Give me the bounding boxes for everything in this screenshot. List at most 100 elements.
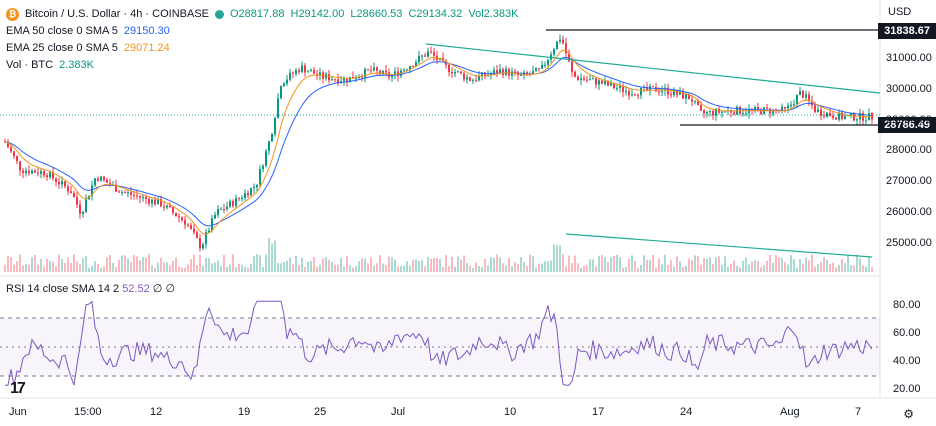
candle-body: [613, 82, 615, 89]
volume-bar: [847, 255, 849, 272]
volume-bar: [70, 262, 72, 272]
candle-body: [682, 91, 684, 99]
candle-body: [688, 94, 690, 100]
candle-body: [268, 141, 270, 151]
candle-body: [589, 79, 591, 81]
currency-label[interactable]: USD: [888, 6, 912, 18]
candle-body: [556, 41, 558, 50]
volume-bar: [604, 256, 606, 272]
volume-bar: [334, 264, 336, 272]
candle-body: [745, 113, 747, 115]
volume-bar: [409, 265, 411, 272]
volume-bar: [292, 264, 294, 272]
candle-body: [40, 171, 42, 174]
volume-bar: [670, 260, 672, 272]
volume-bar: [229, 264, 231, 272]
candle-body: [565, 43, 567, 54]
volume-bar: [616, 254, 618, 272]
volume-bar: [82, 258, 84, 272]
candle-body: [823, 115, 825, 117]
candle-body: [724, 111, 726, 113]
gear-icon[interactable]: ⚙: [903, 407, 914, 421]
volume-bar: [466, 263, 468, 272]
ema25-legend[interactable]: EMA 25 close 0 SMA 5 29071.24: [6, 40, 522, 57]
volume-bar: [868, 256, 870, 272]
candle-body: [601, 80, 603, 84]
volume-bar: [772, 262, 774, 272]
volume-bar: [88, 267, 90, 272]
ema50-legend[interactable]: EMA 50 close 0 SMA 5 29150.30: [6, 23, 522, 40]
candle-body: [619, 85, 621, 88]
candle-body: [616, 87, 618, 89]
candle-body: [520, 74, 522, 76]
volume-bar: [796, 267, 798, 272]
volume-bar: [154, 267, 156, 272]
tradingview-logo-icon[interactable]: 17: [10, 380, 26, 397]
volume-bar: [754, 260, 756, 272]
ema50-label: EMA 50 close 0 SMA 5: [6, 25, 118, 37]
candle-body: [190, 225, 192, 229]
volume-bar: [364, 258, 366, 272]
volume-bar: [184, 267, 186, 272]
volume-bar: [118, 259, 120, 272]
candle-body: [241, 198, 243, 200]
candle-body: [274, 117, 276, 135]
candle-body: [310, 70, 312, 72]
candle-body: [181, 217, 183, 221]
candle-body: [832, 115, 834, 118]
volume-bar: [787, 264, 789, 272]
candle-body: [370, 69, 372, 71]
volume-bar: [814, 266, 816, 272]
candle-body: [655, 87, 657, 92]
volume-bar: [643, 255, 645, 272]
rsi-legend[interactable]: RSI 14 close SMA 14 2 52.52 ∅ ∅: [6, 282, 175, 295]
candle-body: [301, 65, 303, 73]
volume-bar: [682, 267, 684, 272]
volume-bar: [109, 254, 111, 272]
volume-bar: [493, 257, 495, 272]
candle-body: [283, 83, 285, 87]
volume-bar: [484, 259, 486, 272]
volume-bar: [685, 265, 687, 272]
candle-body: [796, 95, 798, 105]
volume-legend[interactable]: Vol · BTC 2.383K: [6, 57, 522, 74]
volume-bar: [496, 254, 498, 272]
candle-body: [214, 214, 216, 219]
volume-bar: [250, 263, 252, 272]
candle-body: [232, 201, 234, 207]
volume-bar: [640, 265, 642, 272]
candle-body: [433, 51, 435, 56]
volume-bar: [376, 263, 378, 272]
symbol-title[interactable]: Bitcoin / U.S. Dollar · 4h · COINBASE: [25, 8, 209, 20]
volume-bar: [379, 255, 381, 272]
volume-bar: [424, 266, 426, 272]
chart-legend: ₿ Bitcoin / U.S. Dollar · 4h · COINBASE …: [6, 6, 522, 74]
volume-bar: [667, 264, 669, 272]
volume-bar: [16, 261, 18, 272]
volume-bar: [328, 259, 330, 272]
volume-bar: [151, 265, 153, 272]
volume-bar: [613, 255, 615, 272]
volume-bar: [658, 258, 660, 272]
candle-body: [628, 90, 630, 96]
volume-bar: [244, 266, 246, 272]
volume-bar: [64, 262, 66, 272]
volume-bar: [226, 266, 228, 272]
price-tick: 27000.00: [886, 175, 932, 187]
volume-bar: [676, 256, 678, 272]
volume-bar: [718, 256, 720, 272]
ohlc-low: L28660.53: [350, 8, 403, 20]
candle-body: [28, 170, 30, 174]
volume-bar: [217, 260, 219, 272]
candle-body: [376, 67, 378, 71]
candle-body: [850, 113, 852, 116]
candle-body: [808, 94, 810, 101]
candle-body: [784, 106, 786, 109]
volume-bar: [4, 264, 6, 272]
volume-bar: [436, 258, 438, 272]
volume-bar: [817, 263, 819, 272]
candle-body: [817, 109, 819, 112]
volume-bar: [601, 255, 603, 272]
candle-body: [646, 86, 648, 91]
